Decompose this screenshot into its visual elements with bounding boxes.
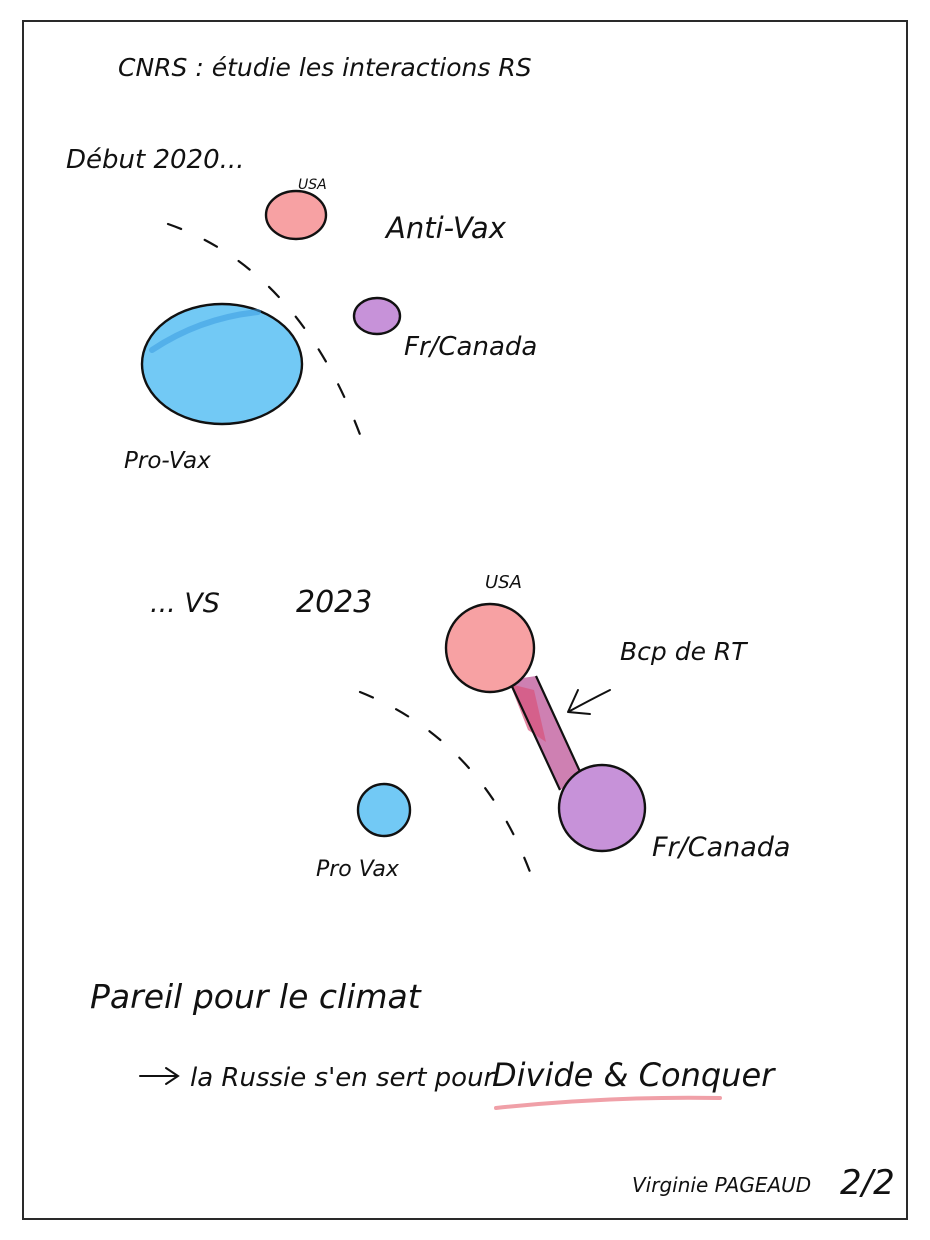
usa-label-2023: USA (485, 572, 522, 593)
retweet-link-outline (508, 675, 583, 791)
conclusion-emphasis: Divide & Conquer (492, 1056, 776, 1094)
fr-canada-bubble-2023 (557, 763, 647, 853)
usa-bubble-2020 (264, 189, 328, 241)
anti-vax-label: Anti-Vax (384, 211, 507, 245)
conclusion-line-1: Pareil pour le climat (90, 977, 422, 1016)
fr-canada-label-2023: Fr/Canada (652, 832, 790, 863)
pro-vax-bubble-2020 (140, 302, 304, 426)
pro-vax-label-2023: Pro Vax (316, 857, 400, 882)
fr-canada-bubble-2020 (352, 296, 402, 336)
label-2023: 2023 (296, 585, 372, 620)
page-title: CNRS : étudie les interactions RS (118, 53, 532, 82)
pro-vax-shading (149, 309, 261, 353)
bcp-de-rt-annotation: Bcp de RT (620, 637, 748, 666)
label-vs: ... VS (150, 588, 220, 619)
retweet-link-overlap (510, 684, 546, 742)
arrow-icon (139, 1067, 180, 1085)
usa-label-2020: USA (298, 177, 327, 193)
signature-author: Virginie PAGEAUD (632, 1173, 811, 1197)
annotation-arrow (567, 689, 611, 715)
page-number: 2/2 (840, 1163, 895, 1203)
divider-dashed-2023 (358, 690, 532, 874)
usa-bubble-2023 (444, 602, 536, 694)
emphasis-underline (494, 1095, 722, 1110)
pro-vax-label-2020: Pro-Vax (124, 448, 211, 474)
conclusion-line-2: la Russie s'en sert pour (190, 1063, 497, 1093)
pro-vax-bubble-2023 (356, 782, 412, 838)
fr-canada-label-2020: Fr/Canada (404, 332, 537, 362)
label-debut-2020: Début 2020... (66, 145, 244, 175)
